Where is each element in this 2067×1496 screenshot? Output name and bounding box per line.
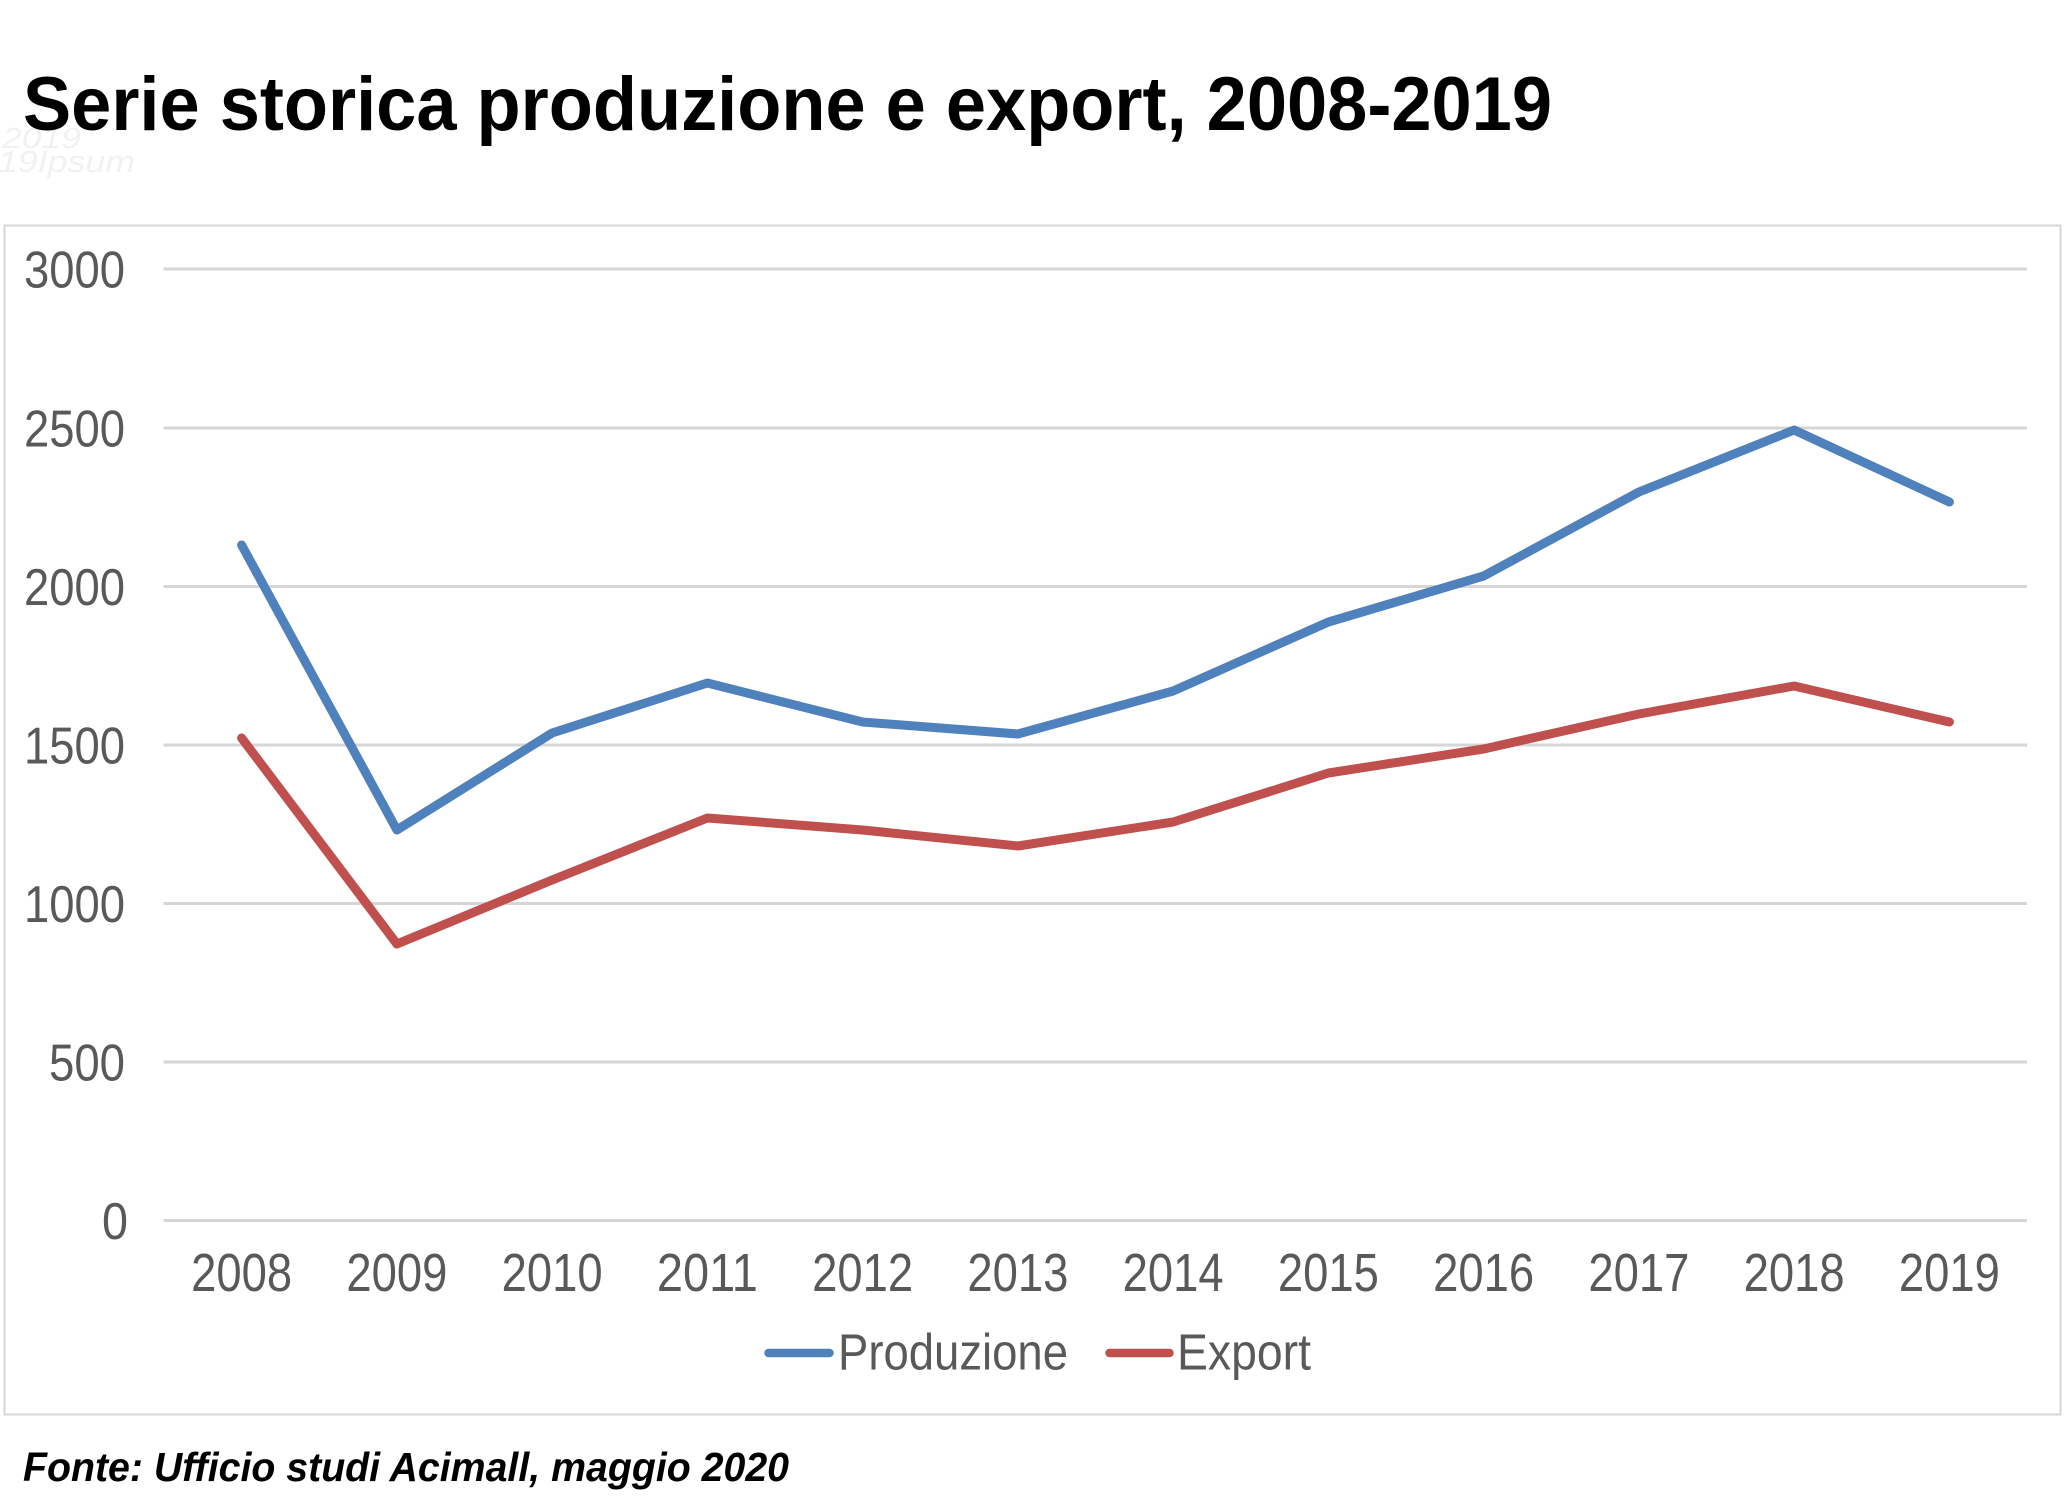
svg-text:3000: 3000 xyxy=(24,242,125,300)
svg-text:2016: 2016 xyxy=(1433,1243,1534,1303)
svg-text:Export: Export xyxy=(1177,1324,1311,1381)
svg-text:2019: 2019 xyxy=(1899,1243,2000,1303)
svg-text:Produzione: Produzione xyxy=(838,1324,1068,1381)
svg-text:1500: 1500 xyxy=(24,718,125,776)
svg-text:2013: 2013 xyxy=(967,1243,1068,1303)
svg-text:Fonte: Ufficio studi Acimall,: Fonte: Ufficio studi Acimall, maggio 202… xyxy=(23,1444,789,1490)
svg-text:2000: 2000 xyxy=(24,559,125,617)
svg-text:1000: 1000 xyxy=(24,876,125,934)
svg-text:2500: 2500 xyxy=(24,401,125,459)
svg-text:19Ipsum: 19Ipsum xyxy=(0,144,135,179)
svg-text:2008: 2008 xyxy=(191,1243,292,1303)
svg-text:500: 500 xyxy=(49,1035,125,1093)
svg-text:2011: 2011 xyxy=(657,1243,758,1303)
svg-text:2009: 2009 xyxy=(346,1243,447,1303)
svg-text:Serie storica produzione e exp: Serie storica produzione e export, 2008-… xyxy=(23,62,1552,147)
svg-text:0: 0 xyxy=(102,1193,128,1251)
svg-text:2017: 2017 xyxy=(1588,1243,1689,1303)
svg-text:2010: 2010 xyxy=(502,1243,603,1303)
svg-text:2012: 2012 xyxy=(812,1243,913,1303)
svg-text:2015: 2015 xyxy=(1278,1243,1379,1303)
svg-text:2018: 2018 xyxy=(1744,1243,1845,1303)
svg-text:2019: 2019 xyxy=(1,123,81,155)
svg-text:2014: 2014 xyxy=(1123,1243,1224,1303)
